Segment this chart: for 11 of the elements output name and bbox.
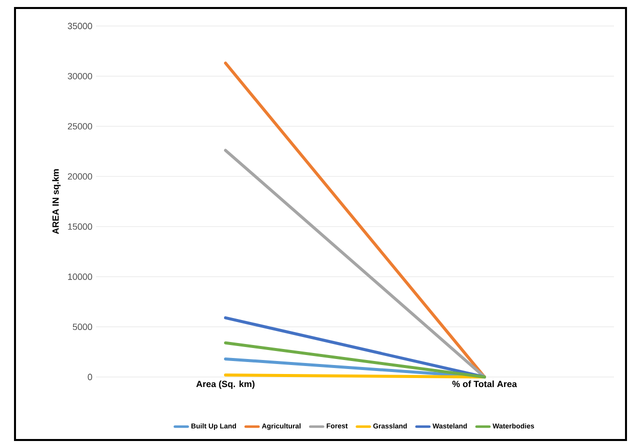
y-tick-label: 30000 — [68, 72, 92, 80]
y-tick-label: 20000 — [68, 173, 92, 180]
y-tick-label: 5000 — [72, 324, 92, 330]
x-tick-label: % of Total Area — [452, 380, 517, 388]
y-axis-title: AREA IN sq.km — [52, 169, 61, 234]
y-tick-label: 25000 — [68, 123, 92, 130]
y-tick-label: 35000 — [68, 22, 92, 30]
y-tick-label: 10000 — [68, 274, 92, 280]
y-tick-label: 0 — [88, 374, 92, 380]
y-tick-label: 15000 — [68, 223, 92, 230]
x-tick-label: Area (Sq. km) — [196, 380, 254, 389]
